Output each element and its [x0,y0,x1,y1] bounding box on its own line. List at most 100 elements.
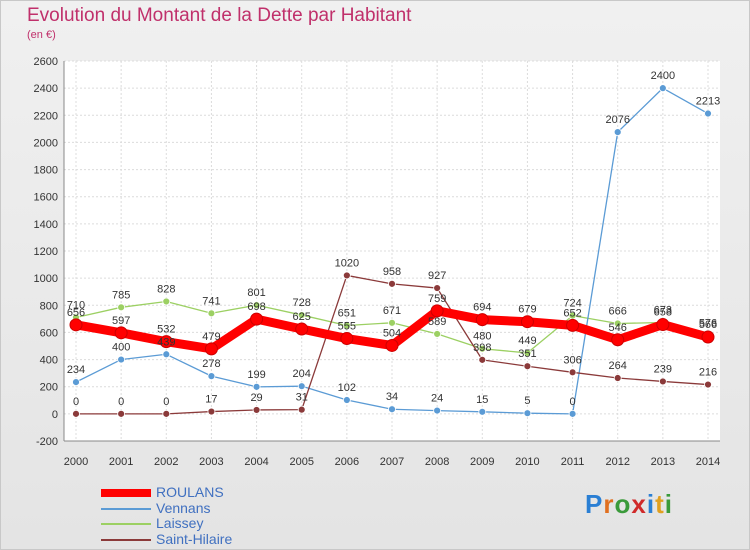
logo-letter: t [655,489,665,519]
x-tick-label: 2001 [109,456,133,468]
y-tick-label: -200 [36,436,58,448]
data-label-vennans: 15 [476,394,488,406]
data-label-laissey: 785 [112,289,130,301]
data-point-vennans [252,382,261,391]
x-tick-label: 2002 [154,456,178,468]
x-tick-label: 2009 [470,456,494,468]
data-point-roulans [385,338,399,352]
data-label-vennans: 5 [524,395,530,407]
data-point-roulans [340,332,354,346]
y-tick-label: 600 [40,327,58,339]
data-point-vennans [433,406,442,415]
legend-swatch-roulans [101,489,151,497]
data-point-vennans [478,407,487,416]
data-label-roulans: 625 [293,311,311,323]
y-tick-label: 2400 [34,83,58,95]
y-tick-label: 800 [40,300,58,312]
data-label-saint-hilaire: 958 [383,266,401,278]
data-point-vennans [568,409,577,418]
data-label-roulans: 759 [428,293,446,305]
data-label-roulans: 658 [654,307,672,319]
data-point-saint-hilaire [658,377,667,386]
y-tick-label: 1000 [34,273,58,285]
logo-letter: P [585,489,604,519]
data-label-laissey: 801 [247,287,265,299]
x-tick-label: 2004 [244,456,268,468]
logo-letter: i [646,489,656,519]
data-label-roulans: 479 [202,331,220,343]
data-label-roulans: 698 [247,301,265,313]
legend-swatch-laissey [101,523,151,525]
y-tick-label: 1400 [34,219,58,231]
axis-layer: -200020040060080010001200140016001800200… [34,56,721,468]
data-point-roulans [430,304,444,318]
y-tick-label: 0 [52,409,58,421]
data-label-saint-hilaire: 0 [73,396,79,408]
data-point-roulans [611,333,625,347]
logo-letter: i [664,489,673,519]
data-label-vennans: 400 [112,342,130,354]
data-label-vennans: 199 [247,369,265,381]
y-tick-label: 400 [40,355,58,367]
logo-letter: r [603,489,615,519]
x-tick-label: 2013 [651,456,675,468]
data-point-saint-hilaire [342,271,351,280]
data-point-saint-hilaire [388,279,396,288]
data-label-roulans: 532 [157,324,175,336]
data-label-roulans: 679 [518,304,536,316]
data-label-laissey: 724 [563,298,581,310]
legend-label-vennans: Vennans [156,500,211,516]
data-point-saint-hilaire [162,409,171,418]
data-point-vennans [207,372,216,381]
data-point-vennans [704,109,712,118]
data-label-saint-hilaire: 306 [563,354,581,366]
data-label-vennans: 2213 [696,96,720,108]
data-label-saint-hilaire: 0 [163,396,169,408]
data-label-vennans: 278 [202,358,220,370]
data-point-vennans [72,378,80,387]
data-label-roulans: 504 [383,327,401,339]
data-point-saint-hilaire [613,374,622,382]
data-point-laissey [478,344,487,353]
y-tick-label: 1600 [34,192,58,204]
data-point-vennans [297,382,306,391]
data-point-roulans [204,342,218,356]
data-label-vennans: 439 [157,336,175,348]
x-tick-label: 2003 [199,456,223,468]
y-tick-label: 1800 [34,165,58,177]
legend-item-vennans: Vennans [101,500,301,517]
chart-title: Evolution du Montant de la Dette par Hab… [27,5,412,26]
data-label-laissey: 576 [699,318,717,330]
x-tick-label: 2014 [696,456,720,468]
data-point-vennans [523,409,532,418]
data-point-roulans [69,318,83,332]
data-point-saint-hilaire [252,406,261,414]
data-point-roulans [250,312,264,326]
x-tick-label: 2006 [335,456,359,468]
data-label-laissey: 710 [67,300,85,312]
data-label-saint-hilaire: 927 [428,270,446,282]
chart-subtitle: (en €) [27,29,56,41]
data-label-roulans: 652 [563,307,581,319]
data-label-vennans: 2076 [605,114,629,126]
x-tick-label: 2011 [561,456,585,468]
data-label-saint-hilaire: 216 [699,367,717,379]
data-point-roulans [114,326,128,340]
legend-swatch-saint-hilaire [101,539,151,541]
data-point-vennans [388,405,396,414]
data-label-saint-hilaire: 239 [654,363,672,375]
data-point-saint-hilaire [297,405,306,414]
x-tick-label: 2000 [64,456,88,468]
data-label-laissey: 671 [383,305,401,317]
data-point-roulans [159,335,173,349]
x-tick-label: 2005 [289,456,313,468]
data-label-roulans: 656 [67,307,85,319]
data-label-laissey: 728 [293,297,311,309]
data-point-laissey [297,311,306,319]
data-label-roulans: 555 [338,321,356,333]
data-label-laissey: 480 [473,331,491,343]
data-label-laissey: 741 [202,295,220,307]
data-point-laissey [252,301,261,310]
data-label-saint-hilaire: 31 [296,392,308,404]
